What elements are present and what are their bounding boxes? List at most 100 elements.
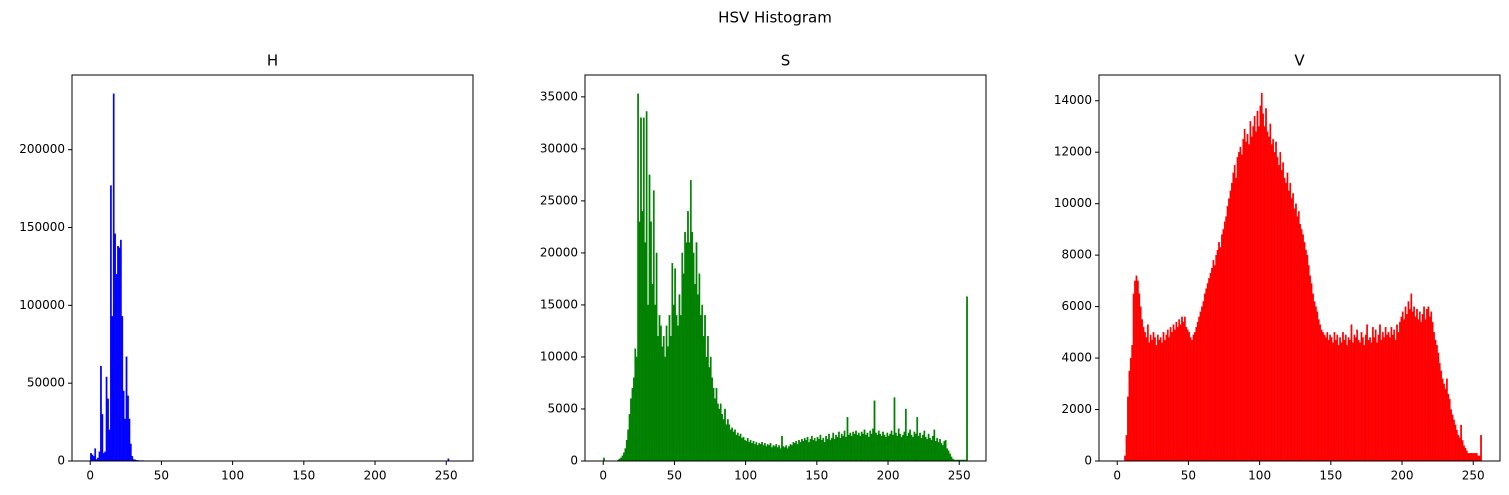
y-tick-label: 10000 — [540, 349, 578, 363]
bar — [1381, 332, 1384, 462]
bar — [641, 211, 644, 462]
bar — [1397, 332, 1400, 462]
bar — [1315, 306, 1317, 462]
bar — [98, 451, 101, 462]
bar — [889, 433, 892, 462]
bar — [716, 403, 719, 462]
bar — [1317, 319, 1320, 462]
bar — [873, 400, 876, 462]
bar — [1240, 154, 1243, 462]
bar — [1131, 345, 1134, 462]
bar — [893, 397, 896, 462]
bar — [766, 444, 769, 462]
bar — [1289, 182, 1292, 462]
subplot-title: V — [1294, 52, 1305, 70]
bar — [903, 431, 906, 462]
y-tick-label: 14000 — [1054, 93, 1092, 107]
bar — [1450, 409, 1453, 462]
bar — [1384, 327, 1387, 462]
bar — [929, 437, 931, 462]
bar — [909, 429, 911, 462]
bar — [796, 444, 799, 462]
bar — [661, 346, 664, 462]
bar — [1228, 198, 1230, 462]
bar — [771, 447, 773, 462]
bar — [1475, 453, 1478, 462]
bar — [654, 304, 657, 462]
bar — [1463, 445, 1465, 462]
bar — [744, 440, 746, 462]
bar — [1312, 293, 1314, 462]
bar — [682, 273, 685, 462]
bar — [966, 296, 968, 462]
bar — [1246, 134, 1249, 462]
y-tick-label: 0 — [57, 454, 65, 468]
bar — [923, 430, 926, 462]
bar — [1182, 321, 1185, 462]
bar — [1303, 242, 1306, 462]
bar — [1305, 249, 1307, 462]
bar — [1480, 435, 1482, 462]
bar — [1158, 339, 1161, 462]
bar — [632, 377, 635, 462]
bar — [897, 428, 900, 462]
bar — [1399, 321, 1401, 462]
bar — [698, 273, 701, 462]
bar — [1316, 311, 1319, 462]
bar — [1275, 141, 1277, 462]
bar — [644, 242, 647, 462]
bar — [1287, 190, 1290, 462]
bar — [1417, 319, 1420, 462]
x-tick-label: 200 — [877, 469, 900, 483]
y-tick-label: 6000 — [1061, 299, 1092, 313]
bar — [1437, 352, 1440, 462]
x-tick-label: 150 — [292, 469, 315, 483]
bar — [912, 436, 914, 462]
bar — [906, 435, 909, 462]
bar — [1129, 357, 1132, 462]
bar — [1232, 172, 1235, 462]
bar — [1374, 329, 1377, 462]
bar — [778, 445, 780, 462]
bar — [1471, 453, 1474, 462]
bar — [1148, 342, 1151, 462]
bar — [1470, 453, 1472, 462]
axes-frame — [1098, 74, 1501, 462]
bar — [725, 424, 728, 462]
bar — [1191, 339, 1193, 462]
bar — [631, 388, 634, 462]
bar — [702, 335, 705, 462]
bar — [762, 445, 765, 462]
bar — [890, 430, 893, 462]
bar — [883, 434, 886, 462]
y-tick-label: 5000 — [547, 401, 578, 415]
bar — [829, 440, 832, 462]
bar — [885, 436, 887, 462]
y-tick-label: 12000 — [1054, 145, 1092, 159]
figure-title: HSV Histogram — [718, 9, 832, 27]
bar — [1292, 193, 1294, 462]
y-tick-label: 30000 — [540, 141, 578, 155]
bar — [640, 117, 642, 462]
bar — [679, 315, 682, 462]
bar — [684, 231, 686, 462]
bar — [1250, 136, 1253, 462]
bar — [655, 252, 658, 462]
y-tick-label: 150000 — [19, 220, 65, 234]
x-tick-label: 100 — [221, 469, 244, 483]
bar — [846, 417, 849, 462]
bar — [125, 356, 128, 462]
bar — [90, 453, 92, 462]
bar — [624, 448, 627, 462]
bar — [674, 268, 677, 462]
bar — [746, 437, 749, 462]
bar — [1285, 182, 1287, 462]
bar — [697, 294, 699, 462]
bar — [1438, 363, 1441, 462]
bar — [1178, 319, 1181, 462]
bar — [114, 233, 117, 462]
y-tick-label: 15000 — [540, 297, 578, 311]
bar — [1181, 316, 1183, 462]
y-tick-label: 4000 — [1061, 351, 1092, 365]
bar — [917, 435, 920, 462]
